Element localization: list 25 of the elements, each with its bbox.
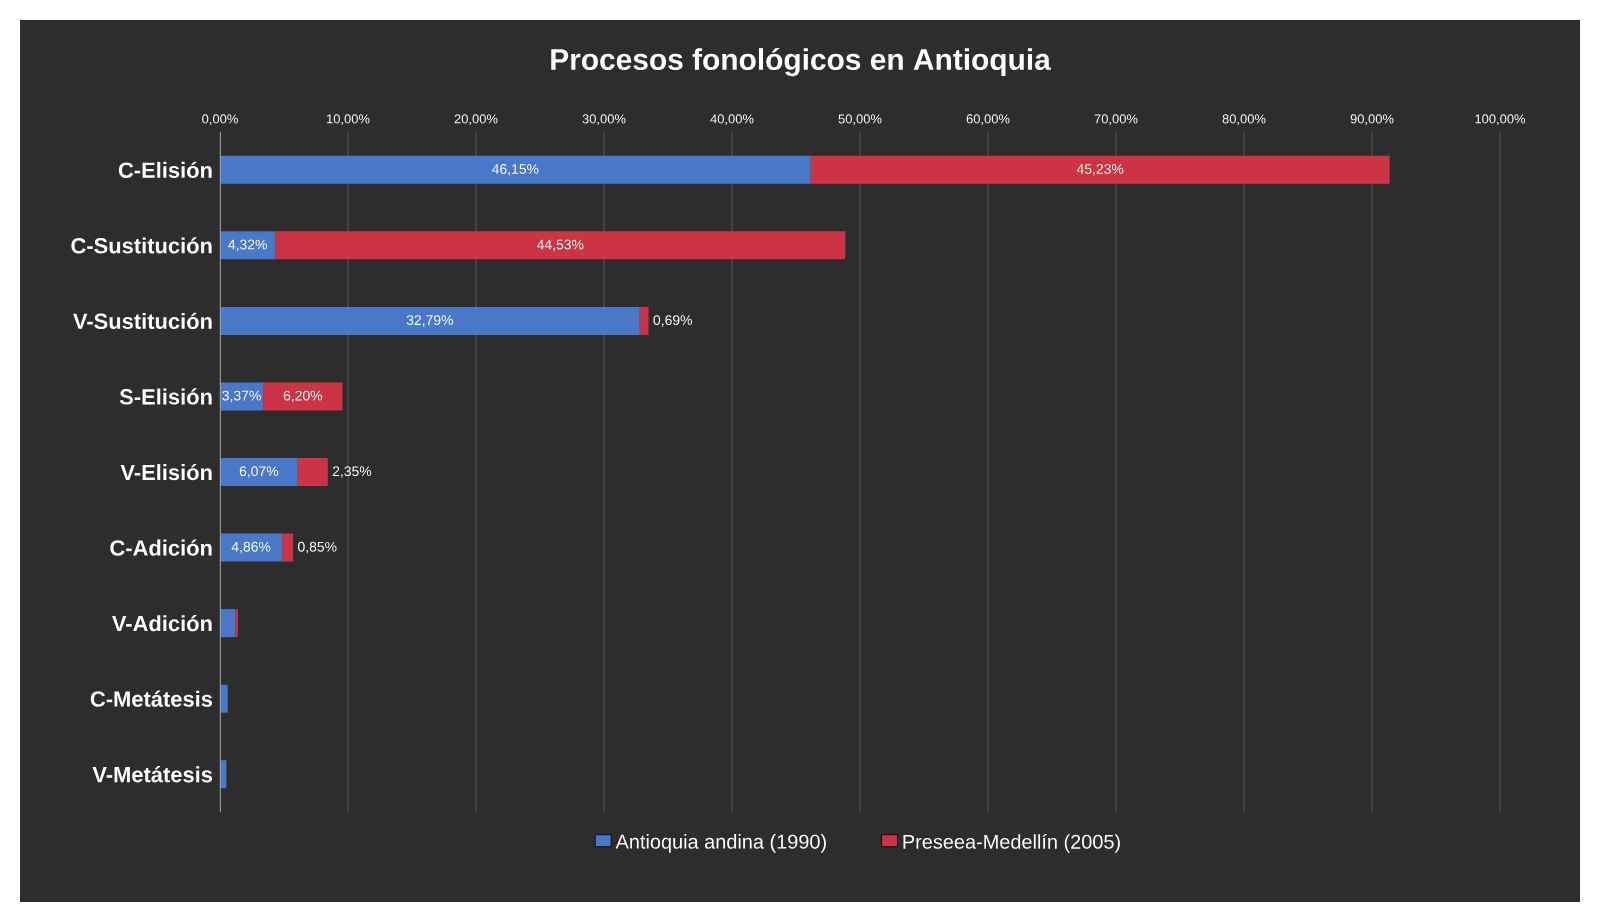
bar xyxy=(297,458,328,487)
bar xyxy=(220,458,298,487)
bar xyxy=(282,533,294,562)
y-tick-label: V-Elisión xyxy=(120,463,212,481)
y-tick-label: C-Metátesis xyxy=(90,690,213,707)
y-tick-label: V-Adición xyxy=(112,614,212,632)
y-tick-label: S-Elisión xyxy=(119,388,212,405)
bar xyxy=(220,231,276,260)
bar xyxy=(810,155,1390,184)
bar xyxy=(275,231,846,260)
y-tick-label: C-Elisión xyxy=(118,161,212,178)
y-tick-label: V-Sustitución xyxy=(73,312,212,330)
bar xyxy=(220,533,283,562)
bar xyxy=(220,609,236,638)
chart-title: Procesos fonológicos en Antioquia xyxy=(551,47,1051,77)
bar xyxy=(220,684,228,713)
y-tick-label: V-Metátesis xyxy=(92,766,213,783)
legend-label: Preseea-Medellín (2005) xyxy=(903,833,1120,853)
bar xyxy=(263,382,343,411)
legend-label: Antioquia andina (1990) xyxy=(615,834,826,853)
y-tick-label: C-Sustitución xyxy=(71,237,212,254)
bar xyxy=(220,306,640,335)
bar xyxy=(639,306,649,335)
bar xyxy=(220,155,811,184)
y-tick-label: C-Adición xyxy=(110,539,212,556)
